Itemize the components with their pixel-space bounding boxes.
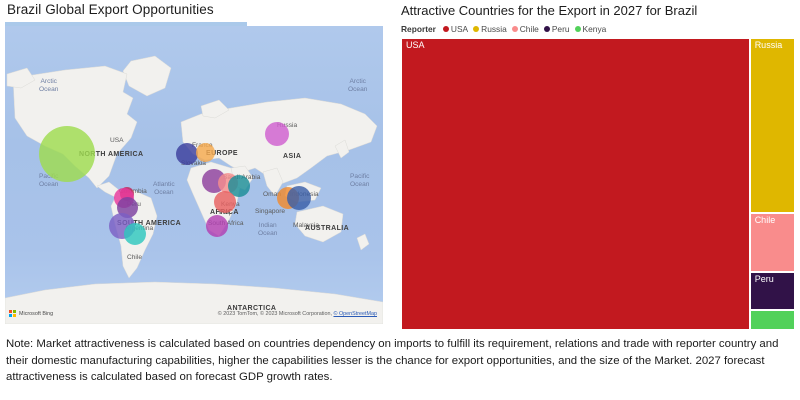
copyright-text: © 2023 TomTom, © 2023 Microsoft Corporat…: [217, 311, 334, 317]
treemap-cell-label: Peru: [754, 273, 774, 284]
slovakia-bubble[interactable]: [176, 143, 198, 165]
legend-label: USA: [450, 24, 469, 34]
map-panel: Brazil Global Export Opportunities: [0, 0, 392, 334]
southafrica-bubble[interactable]: [206, 215, 228, 237]
treemap-cell-peru[interactable]: Peru: [749, 271, 795, 310]
france-bubble[interactable]: [195, 142, 215, 162]
legend-item-russia[interactable]: Russia: [473, 24, 507, 34]
legend-label: Kenya: [582, 24, 607, 34]
legend-item-list[interactable]: USA Russia Chile Peru Kenya: [442, 24, 607, 34]
map-copyright: © 2023 TomTom, © 2023 Microsoft Corporat…: [218, 311, 377, 317]
legend-label: Russia: [481, 24, 507, 34]
treemap-title: Attractive Countries for the Export in 2…: [401, 3, 698, 18]
map-attribution-bar: Microsoft Bing © 2023 TomTom, © 2023 Mic…: [5, 306, 383, 324]
legend-label: Peru: [551, 24, 570, 34]
chile-bubble[interactable]: [124, 223, 146, 245]
treemap-side-column: Russia Chile Peru Kenya: [749, 38, 795, 330]
legend-item-kenya[interactable]: Kenya: [574, 24, 607, 34]
treemap-cell-kenya[interactable]: Kenya: [749, 309, 795, 330]
legend-swatch-icon: [543, 26, 550, 32]
bing-logo[interactable]: Microsoft Bing: [9, 310, 53, 317]
malaysia-bubble[interactable]: [287, 186, 311, 210]
treemap-chart[interactable]: USA Russia Chile Peru Kenya: [401, 38, 795, 330]
russia-bubble[interactable]: [265, 122, 289, 146]
treemap-cell-russia[interactable]: Russia: [749, 38, 795, 214]
legend-swatch-icon: [473, 26, 480, 32]
legend-item-usa[interactable]: USA: [442, 24, 469, 34]
oman-bubble[interactable]: [228, 175, 250, 197]
treemap-cell-label: USA: [406, 40, 425, 50]
treemap-legend: Reporter USA Russia Chile Peru Kenya: [401, 24, 606, 34]
legend-label: Chile: [519, 24, 539, 34]
bing-logo-label: Microsoft Bing: [19, 310, 54, 317]
legend-header: Reporter: [401, 24, 436, 34]
treemap-cell-label: Russia: [754, 40, 783, 50]
treemap-main-column: USA: [401, 38, 750, 330]
usa-bubble[interactable]: [39, 126, 95, 182]
legend-swatch-icon: [442, 26, 449, 32]
map-title: Brazil Global Export Opportunities: [7, 2, 214, 17]
world-map[interactable]: Arctic Ocean Arctic Ocean Pacific Ocean Pac…: [5, 26, 383, 324]
treemap-panel: Attractive Countries for the Export in 2…: [396, 0, 800, 334]
treemap-cell-label: Chile: [754, 215, 776, 226]
brazil-bubble[interactable]: [116, 196, 138, 218]
footnote-note: Note: Market attractiveness is calculate…: [6, 338, 779, 383]
legend-swatch-icon: [511, 26, 518, 32]
legend-swatch-icon: [574, 26, 581, 32]
legend-item-chile[interactable]: Chile: [511, 24, 539, 34]
treemap-cell-chile[interactable]: Chile: [749, 213, 795, 272]
iraq-bubble[interactable]: [214, 191, 236, 213]
legend-item-peru[interactable]: Peru: [543, 24, 570, 34]
openstreetmap-link[interactable]: © OpenStreetMap: [333, 311, 377, 317]
microsoft-logo-icon: [9, 310, 16, 317]
treemap-cell-usa[interactable]: USA: [401, 38, 750, 330]
title-underline: [5, 22, 247, 26]
